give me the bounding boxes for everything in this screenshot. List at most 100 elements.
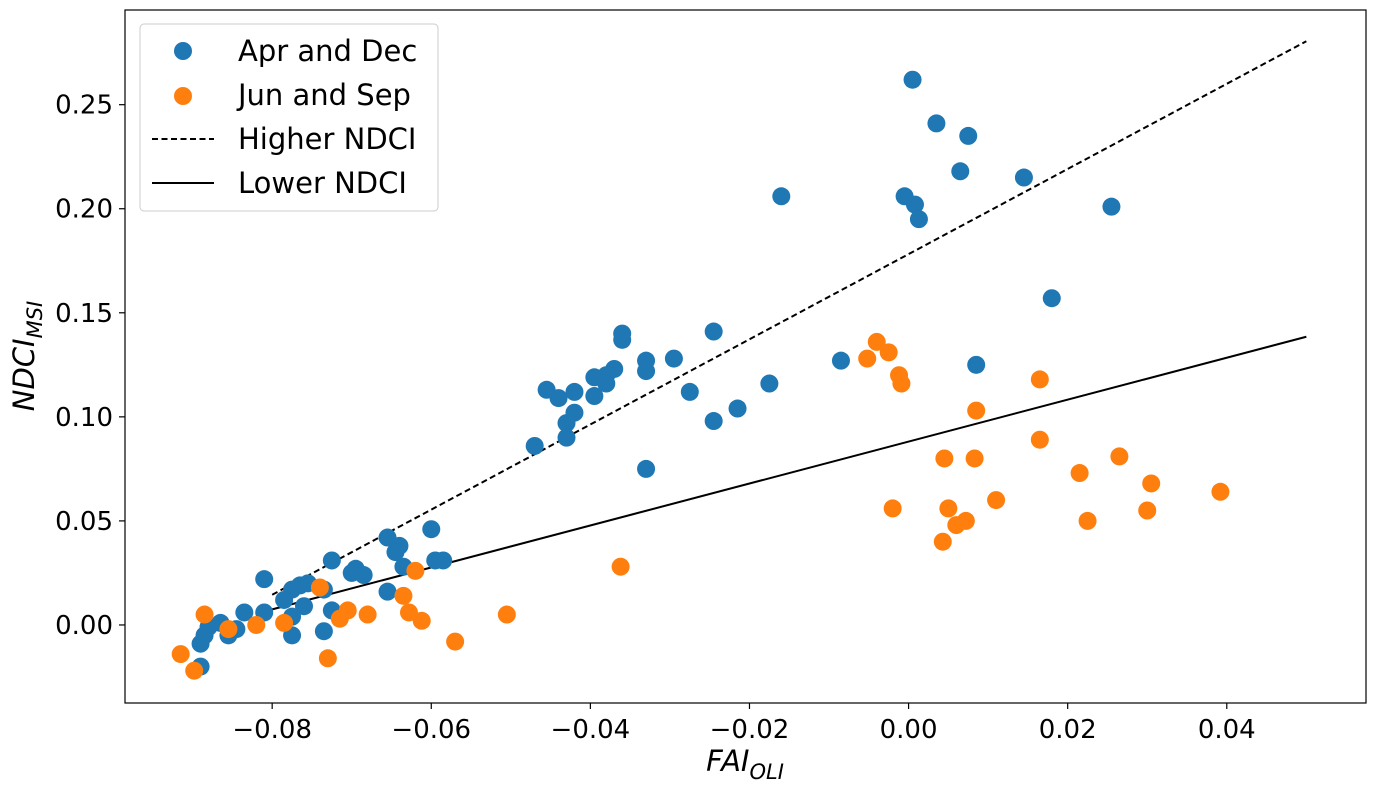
point-apr-and-dec — [354, 566, 373, 585]
point-jun-and-sep — [1211, 482, 1230, 501]
point-jun-and-sep — [883, 499, 902, 518]
point-jun-and-sep — [892, 374, 911, 393]
point-jun-and-sep — [1030, 370, 1049, 389]
x-axis: −0.08 −0.06 −0.04 −0.02 0.00 0.02 0.04 — [232, 703, 1256, 745]
point-apr-and-dec — [191, 634, 210, 653]
x-tick-label: −0.02 — [710, 715, 790, 745]
point-apr-and-dec — [525, 436, 544, 455]
point-apr-and-dec — [422, 520, 441, 539]
point-apr-and-dec — [909, 210, 928, 229]
point-apr-and-dec — [959, 126, 978, 145]
line-lower-ndci — [271, 335, 1307, 611]
point-apr-and-dec — [426, 551, 445, 570]
x-tick-label: 0.00 — [880, 715, 938, 745]
y-tick-label: 0.10 — [55, 403, 113, 433]
point-jun-and-sep — [879, 343, 898, 362]
y-tick-label: 0.20 — [55, 195, 113, 225]
point-jun-and-sep — [1142, 474, 1161, 493]
point-jun-and-sep — [310, 578, 329, 597]
y-axis: 0.00 0.05 0.10 0.15 0.20 0.25 — [55, 91, 125, 641]
legend-marker-jun-sep — [174, 87, 192, 105]
point-jun-and-sep — [399, 603, 418, 622]
point-jun-and-sep — [947, 516, 966, 535]
point-jun-and-sep — [219, 620, 238, 639]
x-axis-label-sub: OLI — [749, 760, 783, 784]
point-jun-and-sep — [1030, 430, 1049, 449]
point-apr-and-dec — [386, 543, 405, 562]
x-tick-label: 0.02 — [1039, 715, 1097, 745]
plot-frame — [124, 9, 1367, 704]
y-axis-label-main: NDCI — [7, 338, 41, 411]
point-jun-and-sep — [611, 557, 630, 576]
legend: Apr and Dec Jun and Sep Higher NDCI Lowe… — [139, 23, 439, 212]
legend-marker-apr-dec — [174, 42, 192, 60]
point-apr-and-dec — [322, 551, 341, 570]
point-apr-and-dec — [378, 582, 397, 601]
point-apr-and-dec — [597, 374, 616, 393]
y-tick-label: 0.05 — [55, 507, 113, 537]
point-jun-and-sep — [275, 613, 294, 632]
point-jun-and-sep — [858, 349, 877, 368]
legend-label-higher-ndci: Higher NDCI — [238, 122, 416, 156]
point-jun-and-sep — [965, 449, 984, 468]
point-jun-and-sep — [1138, 501, 1157, 520]
point-jun-and-sep — [1110, 447, 1129, 466]
point-jun-and-sep — [939, 499, 958, 518]
legend-label-jun-sep: Jun and Sep — [236, 78, 411, 112]
x-tick-label: 0.04 — [1198, 715, 1256, 745]
point-apr-and-dec — [585, 387, 604, 406]
point-apr-and-dec — [1014, 168, 1033, 187]
point-apr-and-dec — [903, 70, 922, 89]
point-apr-and-dec — [905, 195, 924, 214]
point-apr-and-dec — [704, 322, 723, 341]
x-axis-label-main: FAI — [706, 744, 749, 778]
point-jun-and-sep — [987, 491, 1006, 510]
point-apr-and-dec — [664, 349, 683, 368]
point-apr-and-dec — [680, 382, 699, 401]
x-tick-label: −0.06 — [391, 715, 471, 745]
point-jun-and-sep — [394, 586, 413, 605]
y-tick-label: 0.15 — [55, 299, 113, 329]
y-axis-label: NDCIMSI — [7, 301, 47, 411]
point-apr-and-dec — [760, 374, 779, 393]
point-apr-and-dec — [557, 428, 576, 447]
point-apr-and-dec — [967, 355, 986, 374]
point-apr-and-dec — [255, 570, 274, 589]
point-apr-and-dec — [275, 590, 294, 609]
point-apr-and-dec — [637, 459, 656, 478]
line-higher-ndci — [271, 40, 1307, 596]
point-apr-and-dec — [637, 362, 656, 381]
point-jun-and-sep — [185, 661, 204, 680]
point-apr-and-dec — [549, 389, 568, 408]
legend-label-lower-ndci: Lower NDCI — [238, 166, 407, 200]
point-jun-and-sep — [967, 401, 986, 420]
point-jun-and-sep — [171, 645, 190, 664]
point-apr-and-dec — [772, 187, 791, 206]
x-tick-label: −0.08 — [232, 715, 312, 745]
point-jun-and-sep — [1078, 511, 1097, 530]
point-jun-and-sep — [1070, 464, 1089, 483]
point-apr-and-dec — [294, 597, 313, 616]
point-jun-and-sep — [412, 611, 431, 630]
point-apr-and-dec — [831, 351, 850, 370]
point-jun-and-sep — [195, 605, 214, 624]
point-jun-and-sep — [406, 561, 425, 580]
point-apr-and-dec — [1042, 289, 1061, 308]
point-apr-and-dec — [557, 414, 576, 433]
point-apr-and-dec — [565, 382, 584, 401]
x-axis-label: FAIOLI — [706, 744, 784, 784]
points-layer — [171, 70, 1230, 680]
point-apr-and-dec — [951, 162, 970, 181]
point-apr-and-dec — [1102, 197, 1121, 216]
point-jun-and-sep — [867, 332, 886, 351]
point-jun-and-sep — [933, 532, 952, 551]
point-apr-and-dec — [613, 330, 632, 349]
y-tick-label: 0.00 — [55, 611, 113, 641]
point-apr-and-dec — [927, 114, 946, 133]
point-apr-and-dec — [235, 603, 254, 622]
legend-label-apr-dec: Apr and Dec — [238, 34, 417, 68]
point-apr-and-dec — [704, 412, 723, 431]
y-axis-label-sub: MSI — [23, 301, 47, 339]
point-jun-and-sep — [330, 609, 349, 628]
